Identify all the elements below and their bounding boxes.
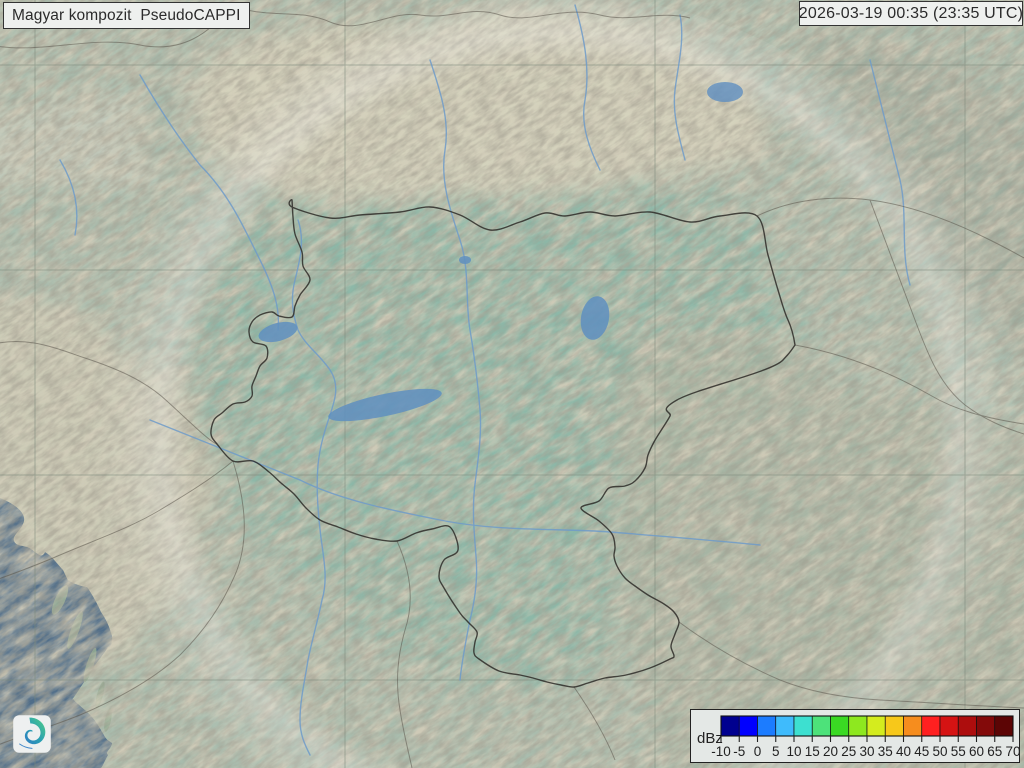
- svg-text:30: 30: [859, 744, 874, 759]
- svg-text:-10: -10: [711, 744, 731, 759]
- svg-text:60: 60: [969, 744, 984, 759]
- svg-text:20: 20: [823, 744, 838, 759]
- svg-text:50: 50: [932, 744, 947, 759]
- svg-text:25: 25: [841, 744, 856, 759]
- svg-text:40: 40: [896, 744, 911, 759]
- svg-text:65: 65: [987, 744, 1002, 759]
- svg-text:15: 15: [805, 744, 820, 759]
- svg-text:55: 55: [951, 744, 966, 759]
- svg-text:5: 5: [772, 744, 780, 759]
- svg-text:35: 35: [878, 744, 893, 759]
- svg-text:70: 70: [1005, 744, 1020, 759]
- svg-text:-5: -5: [733, 744, 745, 759]
- svg-text:45: 45: [914, 744, 929, 759]
- svg-text:0: 0: [754, 744, 762, 759]
- svg-text:10: 10: [786, 744, 801, 759]
